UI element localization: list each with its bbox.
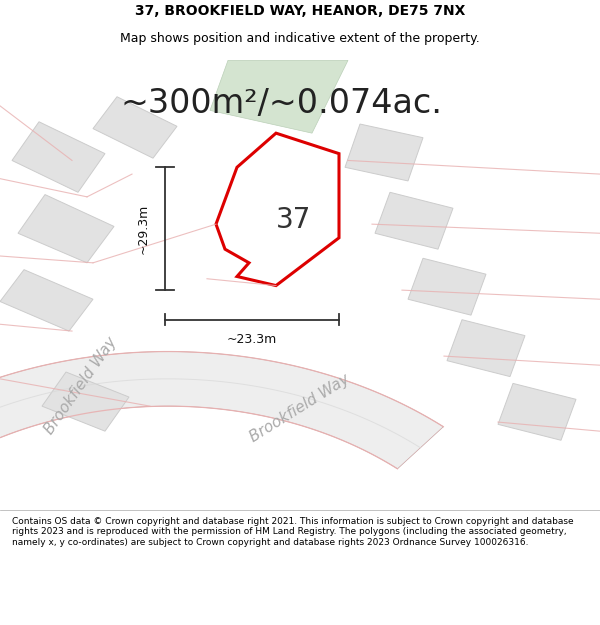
Polygon shape — [447, 320, 525, 377]
Text: Map shows position and indicative extent of the property.: Map shows position and indicative extent… — [120, 32, 480, 45]
Text: Contains OS data © Crown copyright and database right 2021. This information is : Contains OS data © Crown copyright and d… — [12, 517, 574, 547]
Polygon shape — [93, 97, 177, 158]
Polygon shape — [498, 383, 576, 440]
Polygon shape — [12, 122, 105, 192]
Polygon shape — [375, 192, 453, 249]
Polygon shape — [0, 351, 443, 505]
Polygon shape — [0, 269, 93, 331]
Polygon shape — [216, 133, 339, 286]
Polygon shape — [408, 258, 486, 315]
Text: ~29.3m: ~29.3m — [137, 204, 150, 254]
Text: Brookfield Way: Brookfield Way — [42, 334, 120, 437]
Text: 37: 37 — [277, 206, 311, 234]
Polygon shape — [210, 61, 348, 133]
Polygon shape — [18, 194, 114, 263]
Polygon shape — [345, 124, 423, 181]
Text: ~23.3m: ~23.3m — [227, 333, 277, 346]
Text: Brookfield Way: Brookfield Way — [247, 372, 353, 445]
Text: ~300m²/~0.074ac.: ~300m²/~0.074ac. — [121, 87, 443, 120]
Text: 37, BROOKFIELD WAY, HEANOR, DE75 7NX: 37, BROOKFIELD WAY, HEANOR, DE75 7NX — [135, 4, 465, 18]
Polygon shape — [42, 372, 129, 431]
